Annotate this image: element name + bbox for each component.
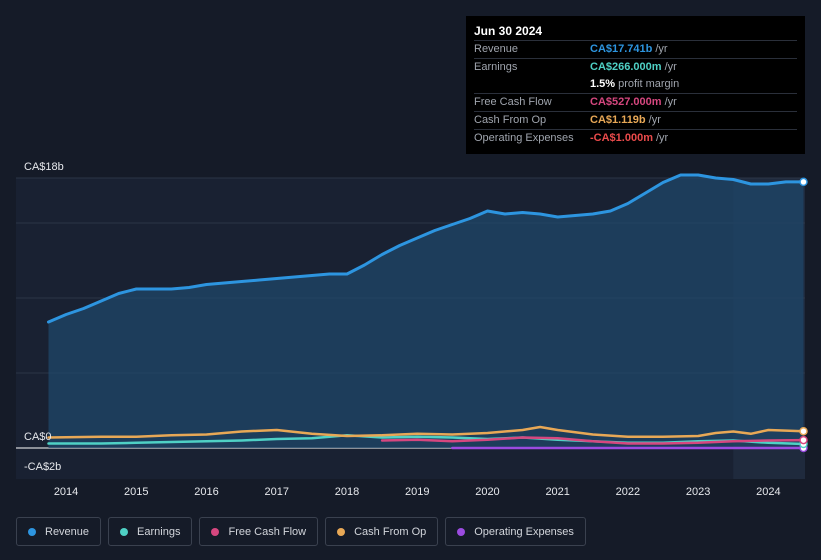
x-tick-label: 2018 [335,486,359,498]
legend-dot-icon [28,527,36,536]
series-layer [47,173,808,453]
legend-dot-icon [457,527,466,536]
tooltip-label: Operating Expenses [474,132,574,144]
series-line-free-cash-flow [380,436,805,445]
tooltip-row-operating-expenses: Operating Expenses -CA$1.000m /yr [474,129,797,147]
legend-label: Revenue [45,525,90,538]
y-tick-label: CA$18b [24,161,64,173]
series-endpoint-cash-from-op [799,426,808,436]
series-endpoint-free-cash-flow [799,435,808,445]
x-axis-ticks: 2014 2015 2016 2017 2018 2019 2020 2021 2022 2023… [54,486,781,498]
tooltip-unit: /yr [648,114,661,126]
x-tick-label: 2022 [616,486,640,498]
x-tick-label: 2021 [545,486,569,498]
legend-label: Free Cash Flow [228,525,307,538]
legend-item-revenue[interactable]: Revenue [16,517,102,546]
x-tick-label: 2024 [756,486,780,498]
tooltip-label: Cash From Op [474,114,547,126]
series-line-cash-from-op [47,425,805,439]
tooltip-value: CA$17.741b [590,43,653,55]
tooltip-value: CA$1.119b [590,114,646,126]
tooltip-label: Earnings [474,61,518,73]
tooltip-unit: /yr [664,61,677,73]
legend-item-earnings[interactable]: Earnings [108,517,193,546]
legend-dot-icon [211,527,220,536]
legend-item-operating-expenses[interactable]: Operating Expenses [445,517,586,546]
tooltip-label [474,76,590,93]
x-tick-label: 2015 [124,486,148,498]
earnings-revenue-chart: CA$18b CA$0 -CA$2b 2014 2015 2016 2017 2018 2… [16,161,808,498]
legend-item-free-cash-flow[interactable]: Free Cash Flow [199,517,319,546]
tooltip-panel: Jun 30 2024 Revenue CA$17.741b /yr Earni… [466,16,805,154]
tooltip-row-profit-margin: 1.5% profit margin [474,76,797,93]
tooltip-label: Revenue [474,43,519,55]
tooltip-row-revenue: Revenue CA$17.741b /yr [474,40,797,58]
tooltip-date: Jun 30 2024 [474,24,543,38]
axis-labels: CA$18b CA$0 -CA$2b [24,161,64,473]
x-tick-label: 2017 [265,486,289,498]
tooltip-value: CA$527.000m [590,96,662,108]
tooltip-label: Free Cash Flow [474,96,552,108]
y-tick-label: CA$0 [24,431,52,443]
tooltip-unit: /yr [664,96,677,108]
y-tick-label: -CA$2b [24,461,61,473]
legend-dot-icon [337,527,346,536]
chart-legend: Revenue Earnings Free Cash Flow Cash Fro… [16,517,593,546]
tooltip-row-cash-from-op: Cash From Op CA$1.119b /yr [474,111,797,129]
tooltip-unit: /yr [655,43,668,55]
x-tick-label: 2019 [405,486,429,498]
x-tick-label: 2023 [686,486,710,498]
tooltip-value: CA$266.000m [590,61,662,73]
legend-dot-icon [120,527,129,536]
legend-item-cash-from-op[interactable]: Cash From Op [325,517,439,546]
series-endpoint-revenue [799,177,808,187]
x-tick-label: 2020 [475,486,499,498]
x-tick-label: 2016 [194,486,218,498]
revenue-area [48,175,804,448]
tooltip-unit: /yr [655,132,669,144]
tooltip-row-free-cash-flow: Free Cash Flow CA$527.000m /yr [474,93,797,111]
x-tick-label: 2014 [54,486,78,498]
tooltip-value: 1.5% [590,78,616,90]
legend-label: Earnings [137,525,181,538]
tooltip-row-earnings: Earnings CA$266.000m /yr [474,58,797,76]
legend-label: Cash From Op [354,525,427,538]
legend-label: Operating Expenses [474,525,574,538]
tooltip-unit: profit margin [618,78,680,90]
tooltip-value: -CA$1.000m [590,132,653,144]
series-line-revenue [47,173,805,324]
